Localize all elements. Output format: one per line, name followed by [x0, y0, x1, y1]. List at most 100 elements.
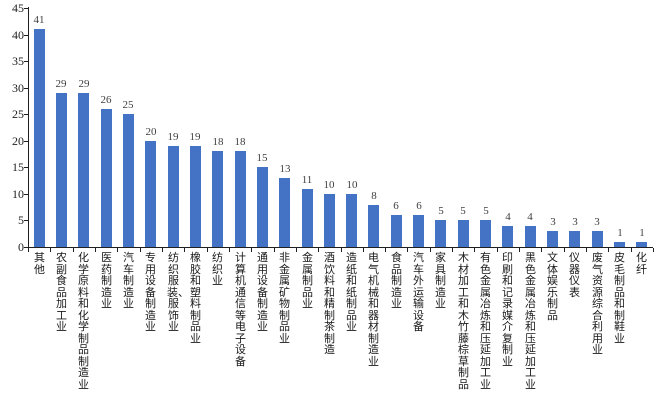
bar-value-label: 6: [393, 200, 399, 212]
bar: [279, 178, 290, 247]
y-axis-tick-label: 25: [12, 107, 24, 122]
x-axis-tick-mark: [474, 248, 475, 252]
x-axis-tick-mark: [162, 248, 163, 252]
bar: [302, 189, 313, 247]
x-axis-category-label: 纺织业: [212, 252, 223, 287]
x-axis-tick-mark: [140, 248, 141, 252]
bar-value-label: 20: [145, 126, 157, 138]
y-axis-tick-mark: [24, 193, 28, 195]
x-axis-category-label: 废气资源综合利用业: [592, 252, 603, 356]
x-axis-category-label: 计算机通信等电子设备: [235, 252, 246, 368]
x-axis-tick-mark: [430, 248, 431, 252]
bar: [525, 226, 536, 247]
bar: [212, 151, 223, 247]
x-axis-tick-mark: [50, 248, 51, 252]
x-axis-tick-mark: [95, 248, 96, 252]
x-axis-category-label: 纺织服装、服饰业: [167, 252, 189, 333]
bar-value-label: 29: [55, 78, 67, 90]
bar: [78, 93, 89, 247]
y-axis-tick-mark: [24, 34, 28, 36]
x-axis-tick-mark: [519, 248, 520, 252]
y-axis-tick-mark: [24, 114, 28, 116]
y-axis-tick-mark: [24, 87, 28, 89]
x-axis-tick-mark: [541, 248, 542, 252]
y-axis-line: [28, 7, 29, 248]
y-axis-tick-label: 5: [18, 213, 24, 228]
bar-value-label: 15: [256, 152, 268, 164]
bar-value-label: 3: [572, 216, 578, 228]
y-axis-tick-mark: [24, 8, 28, 9]
y-axis-tick-label: 35: [12, 54, 24, 69]
bar-value-label: 26: [100, 94, 112, 106]
bar: [636, 242, 647, 247]
x-axis-tick-mark: [207, 248, 208, 252]
bar-value-label: 10: [323, 179, 335, 191]
x-axis-tick-mark: [653, 248, 654, 252]
bar-value-label: 5: [460, 205, 466, 217]
bar: [547, 231, 558, 247]
x-axis-category-label: 化学原料和化学制品制造业: [78, 252, 89, 391]
x-axis-category-label: 木材加工和木竹藤棕草制品: [458, 252, 469, 391]
x-axis-tick-mark: [184, 248, 185, 252]
x-axis-tick-mark: [296, 248, 297, 252]
bar-value-label: 1: [639, 227, 645, 239]
x-axis-category-label: 农副食品加工业: [56, 252, 67, 333]
x-axis-tick-mark: [452, 248, 453, 252]
bar-value-label: 6: [416, 200, 422, 212]
x-axis-tick-mark: [274, 248, 275, 252]
bar-value-label: 3: [594, 216, 600, 228]
x-axis-category-label: 食品制造业: [391, 252, 402, 310]
x-axis-tick-mark: [497, 248, 498, 252]
bar: [413, 215, 424, 247]
bar-value-label: 1: [617, 227, 623, 239]
y-axis-tick-label: 0: [18, 240, 24, 254]
y-axis-tick-label: 20: [12, 133, 24, 148]
x-axis-category-label: 汽车制造业: [123, 252, 134, 310]
x-axis-tick-mark: [586, 248, 587, 252]
x-axis-category-label: 专用设备制造业: [145, 252, 156, 333]
x-axis-tick-mark: [608, 248, 609, 252]
x-axis-tick-mark: [229, 248, 230, 252]
y-axis-tick-mark: [24, 247, 28, 248]
x-axis-category-label: 通用设备制造业: [257, 252, 268, 333]
x-axis-category-label: 汽车外运输设备: [413, 252, 424, 333]
bar-value-label: 4: [527, 211, 533, 223]
x-axis-tick-mark: [73, 248, 74, 252]
bar-value-label: 18: [234, 136, 246, 148]
bar: [592, 231, 603, 247]
x-axis-category-label: 仪器仪表: [569, 252, 580, 299]
x-axis-category-label: 橡胶和塑料制品业: [190, 252, 201, 345]
bar-value-label: 18: [212, 136, 224, 148]
bar-value-label: 25: [122, 99, 134, 111]
x-axis-category-label: 皮毛制品和制鞋业: [614, 252, 625, 345]
bar-value-label: 11: [301, 174, 313, 186]
bar-value-label: 41: [33, 14, 45, 26]
bar-value-label: 5: [438, 205, 444, 217]
bar: [123, 114, 134, 247]
x-axis-category-label: 非金属矿物制品业: [279, 252, 290, 345]
bar: [614, 242, 625, 247]
x-axis-tick-mark: [385, 248, 386, 252]
x-axis-category-label: 造纸和纸制品业: [346, 252, 357, 333]
bar-value-label: 19: [189, 131, 201, 143]
bar: [502, 226, 513, 247]
y-axis-tick-label: 40: [12, 27, 24, 42]
bar: [56, 93, 67, 247]
x-axis-category-label: 文体娱乐制品: [547, 252, 558, 322]
bar-value-label: 5: [483, 205, 489, 217]
bar: [569, 231, 580, 247]
y-axis-tick-mark: [24, 140, 28, 142]
bar: [235, 151, 246, 247]
bar: [34, 29, 45, 247]
x-axis-tick-mark: [341, 248, 342, 252]
x-axis-tick-mark: [251, 248, 252, 252]
bar-value-label: 10: [346, 179, 358, 191]
bar: [368, 205, 379, 247]
bar-value-label: 13: [279, 163, 291, 175]
bar: [168, 146, 179, 247]
x-axis-tick-mark: [117, 248, 118, 252]
x-axis-category-label: 家具制造业: [435, 252, 446, 310]
x-axis-tick-mark: [318, 248, 319, 252]
x-axis-category-label: 有色金属冶炼和压延加工业: [480, 252, 491, 391]
